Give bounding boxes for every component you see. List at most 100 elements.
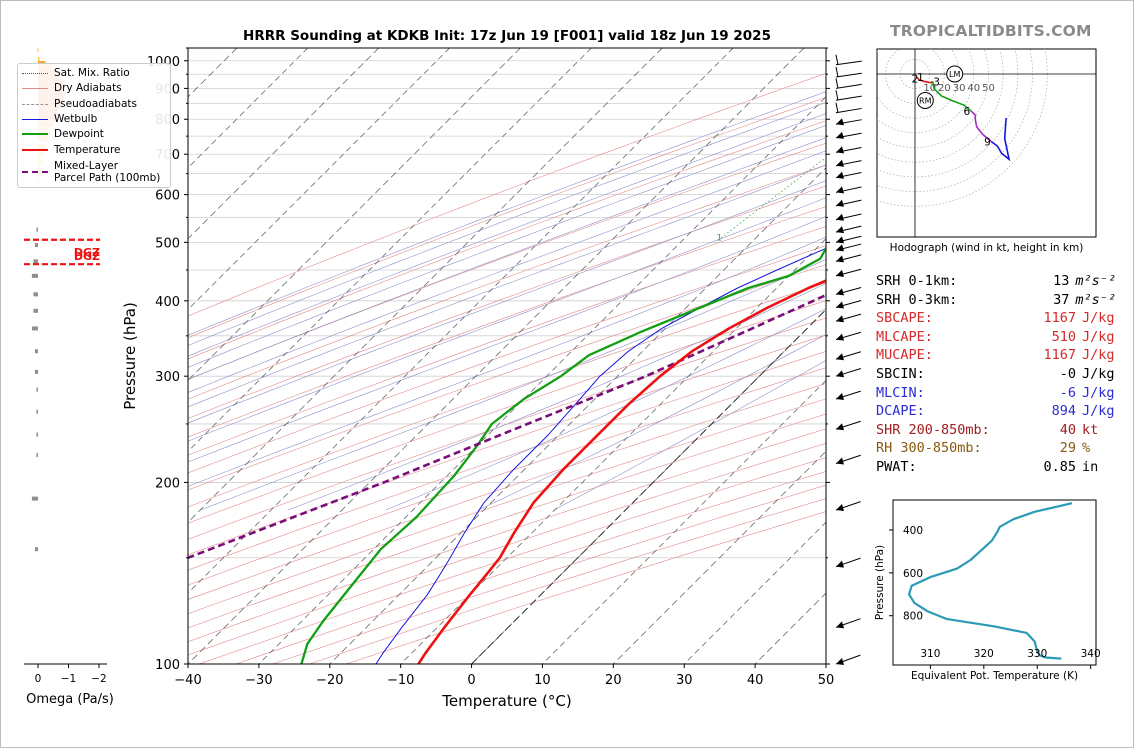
dry-adiabat-line [188,73,826,317]
stat-value: -0 [1059,365,1076,382]
dry-adiabat-line [188,97,826,339]
stat-unit: J/kg [1082,365,1115,382]
legend-item-dewpoint: Dewpoint [22,128,104,140]
wind-barb-flag [836,504,844,512]
dry-adiabat-line [188,245,826,474]
stat-unit: m²s⁻² [1075,273,1116,289]
stat-row: SRH 0-3km: 37 m²s⁻² [876,291,1116,310]
legend-swatch [22,149,48,151]
stat-value: 0.85 [1043,458,1076,475]
legend-label: Pseudoadiabats [54,98,137,110]
pseudoadiabat-line [287,283,826,511]
stat-value: 894 [1051,403,1076,420]
mixing-ratio-line [715,157,826,243]
stat-label: MLCIN: [876,384,925,401]
pseudoadiabat-line [188,150,826,393]
wind-barb-flag [836,423,844,431]
x-tick-label: 20 [605,673,622,688]
wind-barb-flag [836,146,844,154]
stat-unit: m²s⁻² [1075,291,1116,308]
wind-barb-feather [835,78,839,89]
theta-e-x-tick-label: 310 [920,648,940,660]
chart-title: HRRR Sounding at KDKB Init: 17z Jun 19 [… [243,28,771,44]
mixed-layer-parcel-path-mb-line [188,293,826,560]
stat-unit: in [1082,458,1099,475]
pseudoadiabat-line [188,180,826,424]
pseudoadiabat-line [188,197,826,442]
stat-value: 1167 [1043,347,1076,364]
legend-item-dry-adiabats: Dry Adiabats [22,82,122,94]
stat-label: DCAPE: [876,403,925,420]
stat-label: SBCAPE: [876,310,933,327]
wind-barb-flag [836,118,844,126]
stat-label: SRH 0-3km: [876,291,958,308]
stat-value: 29 [1059,440,1076,457]
omega-bar [31,273,38,278]
legend-label: Wetbulb [54,113,98,125]
hodograph-segment [990,118,1011,162]
wind-barb-staff [835,72,862,78]
pseudoadiabat-line [188,137,826,380]
hodograph-ring-label: 50 [982,83,995,94]
dry-adiabat-line [188,164,826,400]
omega-bar [33,308,38,313]
wind-barb-flag [836,288,844,296]
wind-barb-flag [836,159,844,167]
pseudoadiabat-line [188,216,826,463]
wind-barb-feather [835,66,839,78]
omega-tick-label: −2 [91,673,106,685]
wind-barb-flag [836,392,844,400]
stat-row: MLCIN: -6 J/kg [876,384,1116,403]
wind-barb-staff [835,95,862,101]
isotherm-line [188,48,309,169]
isotherm-line [188,48,734,594]
wind-barb-flag [836,213,844,221]
stat-row: RH 300-850mb: 29% [876,439,1116,458]
hodograph-height-label: 9 [984,137,991,149]
legend-swatch [22,87,48,89]
stat-value: 37 [1053,291,1070,308]
omega-bar [36,387,38,392]
pseudoadiabat-line [200,259,826,511]
stat-row: SRH 0-1km: 13 m²s⁻² [876,272,1116,291]
dry-adiabat-line [188,282,826,508]
theta-e-x-label: Equivalent Pot. Temperature (K) [911,670,1078,682]
isotherm-line [188,48,379,240]
wind-barb-flag [836,370,844,378]
x-tick-label: −40 [174,673,201,688]
mixing-ratio-label: 1 [717,233,722,243]
y-tick-label: 600 [155,189,180,204]
stat-value: 13 [1053,273,1070,289]
y-axis-label: Pressure (hPa) [121,302,139,410]
hodograph-height-label: 3 [933,76,940,88]
wind-barb-flag [836,457,844,465]
omega-bar [34,547,38,552]
wind-barb-feather [835,54,839,65]
mixing-ratio-label: 6 [871,233,876,243]
dry-adiabat-line [188,383,826,600]
hodograph-marker-circle [946,65,964,83]
omega-bar [38,57,40,65]
hodograph-segment [970,110,992,143]
stat-label: MLCAPE: [876,328,933,345]
theta-e-y-tick-label: 600 [903,568,923,580]
legend-label: Mixed-Layer Parcel Path (100mb) [54,160,161,184]
x-tick-label: 0 [467,673,475,688]
isotherm-line [329,167,826,664]
theta-e-line [907,502,1073,660]
dewpointline [300,246,826,664]
stat-unit: % [1082,440,1091,457]
stats-panel: SRH 0-1km: 13 m²s⁻² SRH 0-3km: 37 m²s⁻² SBCAPE… [876,272,1116,477]
theta-e-y-tick-label: 400 [903,525,923,537]
wind-barb-flag [836,333,844,341]
stat-row: MLCAPE: 510 J/kg [876,328,1116,347]
stat-label: SHR 200-850mb: [876,421,990,438]
wind-barb-flag [836,301,844,309]
omega-bar [36,432,38,437]
y-tick-label: 500 [155,236,180,251]
hodograph-segment [931,81,972,112]
hodograph-plot-area: 10 20 30 40 50 12 3 6 9 LM RM [877,49,1096,237]
stat-unit: J/kg [1082,384,1115,401]
hodograph-ring-label: 10 [923,83,936,94]
dry-adiabat-line [188,317,826,540]
